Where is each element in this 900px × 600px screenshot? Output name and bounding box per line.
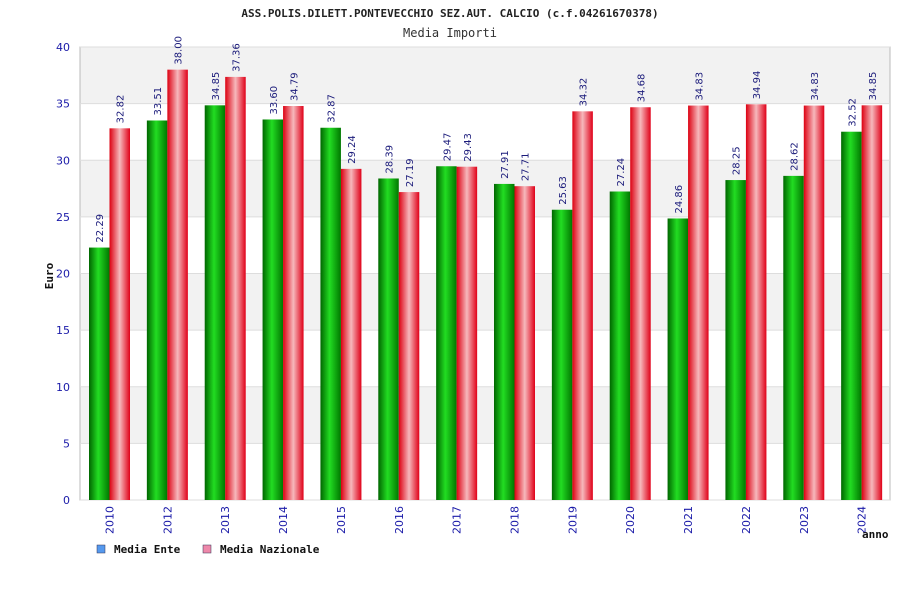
value-label: 27.91 (500, 150, 511, 179)
x-tick-label: 2016 (393, 506, 406, 534)
value-label: 34.94 (752, 71, 763, 100)
bar-media-ente-2013 (204, 105, 226, 500)
y-axis-ticks: 0 5 10 15 20 25 30 35 40 (56, 41, 70, 507)
bar-media-ente-2010 (89, 247, 110, 500)
x-tick-label: 2014 (277, 506, 290, 534)
bar-media-ente-2020 (609, 191, 631, 500)
legend-swatch-media-nazionale (202, 544, 212, 554)
legend: Media Ente Media Nazionale (96, 543, 320, 556)
x-tick-label: 2012 (161, 506, 174, 534)
bar-media-ente-2012 (146, 120, 168, 500)
x-tick-label: 2013 (219, 506, 232, 534)
bar-media-nazionale-2023 (803, 105, 825, 501)
y-tick-label: 5 (63, 437, 70, 450)
x-tick-label: 2024 (856, 506, 869, 534)
x-tick-label: 2021 (682, 506, 695, 534)
value-label: 27.24 (616, 158, 627, 187)
y-tick-label: 10 (56, 381, 70, 394)
chart-title: ASS.POLIS.DILETT.PONTEVECCHIO SEZ.AUT. C… (241, 7, 658, 20)
bar-media-nazionale-2024 (861, 105, 883, 500)
x-tick-label: 2020 (624, 506, 637, 534)
value-label: 34.79 (289, 72, 300, 101)
x-axis-ticks: 2010 2012 2013 2014 2015 2016 2017 2018 2019 2020… (104, 506, 869, 534)
x-tick-label: 2023 (798, 506, 811, 534)
value-label: 38.00 (174, 36, 185, 65)
y-tick-label: 30 (56, 154, 70, 167)
bar-media-nazionale-2021 (688, 105, 709, 501)
value-label: 27.19 (405, 158, 416, 187)
value-label: 34.85 (211, 72, 222, 101)
x-tick-label: 2019 (566, 506, 579, 534)
y-tick-label: 40 (56, 41, 70, 54)
value-label: 27.71 (521, 153, 532, 182)
value-label: 29.24 (347, 135, 358, 164)
x-tick-label: 2010 (104, 506, 117, 534)
value-label: 24.86 (674, 185, 685, 214)
value-labels: 22.29 32.82 33.51 38.00 34.85 37.36 33.60 34.79… (95, 36, 879, 243)
bar-media-ente-2015 (320, 127, 341, 500)
value-label: 28.25 (732, 146, 743, 175)
y-axis-title: Euro (43, 262, 56, 289)
value-label: 34.83 (810, 72, 821, 101)
bar-media-nazionale-2019 (572, 111, 593, 501)
value-label: 32.82 (116, 95, 127, 124)
bar-media-nazionale-2013 (225, 76, 246, 500)
bar-media-nazionale-2014 (283, 106, 304, 501)
legend-label-media-ente: Media Ente (114, 543, 181, 556)
x-axis-title: anno (862, 528, 889, 541)
y-tick-label: 15 (56, 324, 70, 337)
value-label: 37.36 (231, 43, 242, 72)
x-tick-label: 2015 (335, 506, 348, 534)
bar-media-nazionale-2018 (514, 186, 535, 500)
x-tick-label: 2022 (740, 506, 753, 534)
bar-media-nazionale-2012 (167, 69, 188, 501)
value-label: 29.43 (463, 133, 474, 162)
bar-media-nazionale-2015 (340, 168, 362, 500)
bar-media-ente-2017 (436, 166, 457, 500)
chart-subtitle: Media Importi (403, 26, 497, 40)
bar-media-ente-2019 (551, 209, 573, 501)
bar-media-ente-2016 (378, 178, 399, 500)
value-label: 33.60 (269, 86, 280, 115)
value-label: 29.47 (442, 133, 453, 162)
y-tick-label: 35 (56, 98, 70, 111)
value-label: 32.52 (847, 98, 858, 127)
bar-media-nazionale-2016 (398, 192, 420, 501)
y-tick-label: 20 (56, 268, 70, 281)
y-tick-label: 0 (63, 494, 70, 507)
value-label: 34.68 (636, 74, 647, 103)
value-label: 34.83 (694, 72, 705, 101)
x-tick-label: 2017 (451, 506, 464, 534)
bar-media-ente-2018 (494, 183, 515, 500)
value-label: 28.62 (790, 142, 801, 171)
value-label: 28.39 (385, 145, 396, 174)
bar-media-ente-2024 (841, 131, 862, 500)
legend-label-media-nazionale: Media Nazionale (220, 543, 320, 556)
y-tick-label: 25 (56, 211, 70, 224)
value-label: 25.63 (558, 176, 569, 205)
bar-media-nazionale-2020 (630, 107, 651, 501)
bars (89, 69, 883, 501)
value-label: 34.32 (579, 78, 590, 107)
value-label: 32.87 (327, 94, 338, 123)
bar-media-nazionale-2017 (456, 166, 478, 500)
legend-swatch-media-ente (96, 544, 106, 554)
bar-media-ente-2023 (783, 175, 804, 501)
value-label: 33.51 (153, 87, 164, 116)
value-label: 22.29 (95, 214, 106, 243)
value-label: 34.85 (868, 72, 879, 101)
bar-media-nazionale-2010 (109, 128, 130, 500)
bar-media-ente-2014 (262, 119, 284, 500)
bar-media-ente-2022 (725, 180, 746, 500)
x-tick-label: 2018 (509, 506, 522, 534)
bar-media-nazionale-2022 (745, 104, 767, 500)
bar-media-ente-2021 (667, 218, 689, 500)
